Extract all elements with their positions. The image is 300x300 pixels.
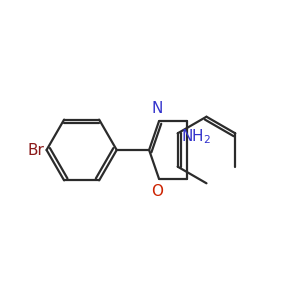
Text: NH$_2$: NH$_2$	[181, 127, 211, 146]
Text: Br: Br	[27, 142, 44, 158]
Text: O: O	[152, 184, 164, 200]
Text: N: N	[152, 100, 163, 116]
